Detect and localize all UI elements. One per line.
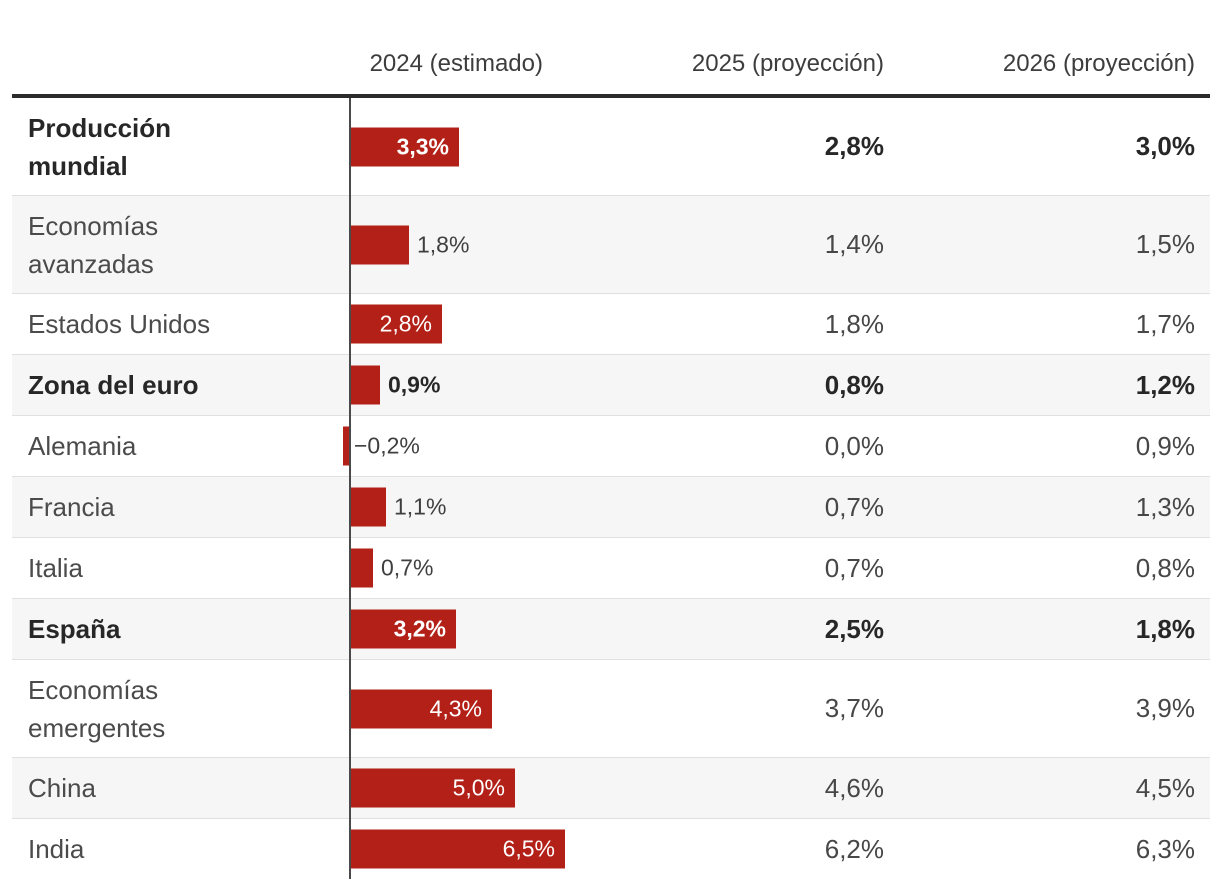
row-label: Francia [28,492,115,522]
value-2026: 3,9% [1135,693,1195,723]
bar-cell-2024: 1,1% [350,477,625,537]
table-body: Producción mundial 3,3% 2,8% 3,0% Economí… [12,98,1210,879]
bar-2024 [350,487,386,527]
row-label: Zona del euro [28,370,199,400]
value-2025: 0,0% [824,430,884,461]
value-2026: 1,5% [1135,229,1195,259]
bar-cell-2024: 1,8% [350,196,625,293]
bar-value-label: 6,5% [502,835,555,862]
bar-value-label: 4,3% [429,695,482,721]
value-2025: 2,5% [824,613,884,644]
bar-2024 [350,609,456,649]
bar-2024 [343,426,350,466]
bar-cell-2024: 5,0% [350,758,625,818]
bar-2024 [350,127,459,166]
value-2025: 6,2% [824,833,884,864]
row-label: Producción mundial [28,112,172,181]
table-row: Economías emergentes 4,3% 3,7% 3,9% [12,659,1210,757]
row-label: Italia [28,553,83,583]
table-row: España 3,2% 2,5% 1,8% [12,598,1210,659]
value-2026: 3,0% [1135,131,1195,161]
table-row: India 6,5% 6,2% 6,3% [12,818,1210,879]
value-2026: 1,8% [1135,613,1195,644]
bar-2024 [350,304,442,344]
bar-2024 [350,829,565,869]
bar-2024 [350,548,373,588]
bar-value-label: 2,8% [379,310,432,337]
table-row: China 5,0% 4,6% 4,5% [12,757,1210,818]
bar-2024 [350,768,515,808]
column-header-2024: 2024 (estimado) [369,50,543,77]
bar-cell-2024: 3,2% [350,599,625,659]
row-label: España [28,614,121,644]
value-2026: 1,3% [1135,491,1195,522]
bar-value-label: 3,3% [396,133,449,159]
bar-2024 [350,365,380,405]
value-2026: 4,5% [1135,772,1195,803]
table-row: Francia 1,1% 0,7% 1,3% [12,476,1210,537]
value-2026: 0,8% [1135,552,1195,583]
table-row: Alemania −0,2% 0,0% 0,9% [12,415,1210,476]
table-header: 2024 (estimado) 2025 (proyección) 2026 (… [12,0,1210,98]
bar-cell-2024: 4,3% [350,660,625,757]
value-2025: 2,8% [824,131,884,161]
table-row: Estados Unidos 2,8% 1,8% 1,7% [12,293,1210,354]
value-2025: 0,7% [824,491,884,522]
bar-value-label: 0,9% [388,371,441,398]
row-label-header [12,0,350,94]
bar-value-label: 0,7% [381,554,434,581]
bar-cell-2024: 0,9% [350,355,625,415]
column-header-2025: 2025 (proyección) [691,50,884,77]
projections-table: 2024 (estimado) 2025 (proyección) 2026 (… [12,0,1210,879]
zero-axis-line [349,98,351,879]
row-label: Estados Unidos [28,309,211,339]
row-label: China [28,773,96,803]
row-label: Alemania [28,431,137,461]
bar-cell-2024: −0,2% [343,416,625,476]
value-2026: 0,9% [1135,430,1195,461]
value-2025: 1,4% [824,229,884,259]
table-row: Zona del euro 0,9% 0,8% 1,2% [12,354,1210,415]
bar-value-label: −0,2% [354,432,420,459]
bar-value-label: 3,2% [393,615,446,642]
value-2025: 0,8% [824,369,884,400]
row-label: Economías avanzadas [28,210,159,279]
row-label: Economías emergentes [28,674,166,743]
bar-value-label: 1,8% [417,231,470,257]
value-2025: 3,7% [824,693,884,723]
bar-2024 [350,225,409,264]
bar-cell-2024: 0,7% [350,538,625,598]
table-row: Italia 0,7% 0,7% 0,8% [12,537,1210,598]
column-header-2026: 2026 (proyección) [1002,50,1195,77]
row-label: India [28,834,85,864]
bar-cell-2024: 3,3% [350,98,625,195]
bar-value-label: 1,1% [394,493,447,520]
value-2025: 4,6% [824,772,884,803]
bar-cell-2024: 6,5% [350,819,625,879]
table-row: Economías avanzadas 1,8% 1,4% 1,5% [12,195,1210,293]
table-row: Producción mundial 3,3% 2,8% 3,0% [12,98,1210,195]
value-2025: 1,8% [824,308,884,339]
value-2025: 0,7% [824,552,884,583]
bar-cell-2024: 2,8% [350,294,625,354]
value-2026: 1,7% [1135,308,1195,339]
value-2026: 6,3% [1135,833,1195,864]
value-2026: 1,2% [1135,369,1195,400]
bar-value-label: 5,0% [452,774,505,801]
bar-2024 [350,689,492,728]
